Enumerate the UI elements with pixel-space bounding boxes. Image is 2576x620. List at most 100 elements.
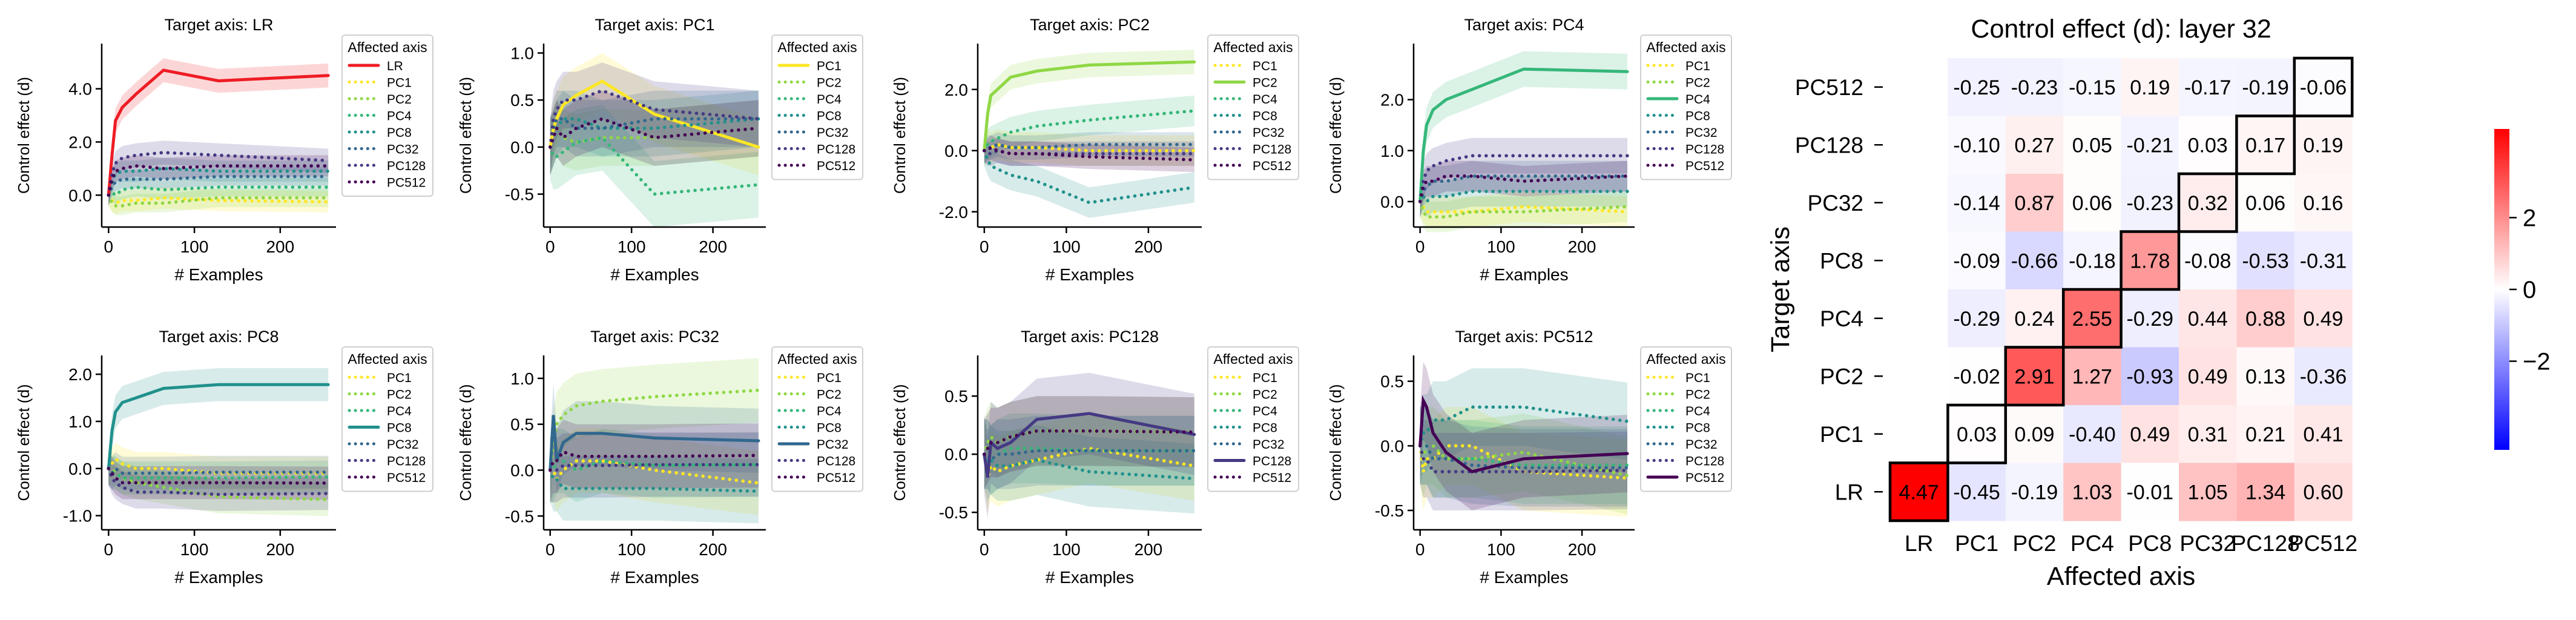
- y-tick-label: 2.0: [1380, 91, 1404, 110]
- panel-pc1: 0 100 200 -0.5 0.0 0.5 1.0 Target axis: PC1 # Ex…: [456, 16, 863, 284]
- y-tick-label: 0.0: [944, 142, 968, 160]
- band-pc1: [550, 429, 759, 515]
- heatmap-cell: [2294, 116, 2353, 174]
- heatmap-value: -0.10: [1953, 134, 2000, 157]
- legend-label-pc512: PC512: [1253, 471, 1291, 485]
- heatmap-value: -0.09: [1953, 249, 2000, 272]
- heatmap-cell: [2294, 463, 2353, 521]
- line-pc512: [983, 145, 1196, 162]
- heatmap-value: -0.15: [2069, 76, 2116, 99]
- y-tick-label: PC128: [1795, 133, 1863, 157]
- x-tick-label: 200: [266, 237, 294, 256]
- legend-label-pc1: PC1: [1685, 371, 1710, 385]
- legend-label-pc8: PC8: [1253, 110, 1277, 124]
- band-pc2: [984, 50, 1194, 163]
- heatmap-cell: [2236, 405, 2295, 464]
- legend-label-pc2: PC2: [387, 93, 412, 107]
- y-tick-label: LR: [1835, 480, 1863, 504]
- heatmap-value: 0.41: [2303, 423, 2343, 446]
- legend-title: Affected axis: [1646, 351, 1725, 367]
- heatmap-value: 0.05: [2072, 134, 2112, 157]
- band-pc8: [1420, 368, 1627, 485]
- panel-title: Target axis: PC128: [1021, 328, 1159, 346]
- legend-label-pc8: PC8: [817, 110, 842, 124]
- heatmap-value: -0.21: [2127, 134, 2174, 157]
- y-tick-label: -0.5: [505, 507, 534, 526]
- heatmap-cell: [2121, 116, 2179, 174]
- y-tick-label: PC32: [1807, 191, 1863, 216]
- heatmap-value: -0.17: [2184, 76, 2232, 99]
- heatmap-cell: [2179, 289, 2237, 348]
- x-tick-label: 100: [618, 540, 646, 559]
- x-tick-label: 200: [1135, 237, 1163, 256]
- heatmap-value: -0.29: [1953, 308, 2000, 331]
- legend-label-pc2: PC2: [817, 388, 842, 402]
- band-pc32: [550, 383, 759, 503]
- band-pc512: [1420, 361, 1627, 510]
- band-pc1: [1420, 186, 1627, 227]
- heatmap-value: -0.23: [2011, 76, 2058, 99]
- line-pc2: [983, 60, 1196, 153]
- line-pc128: [107, 151, 330, 197]
- legend-label-pc4: PC4: [1685, 93, 1710, 107]
- legend-label-lr: LR: [387, 59, 403, 73]
- legend-label-pc2: PC2: [1685, 76, 1710, 90]
- heatmap-cell: [1948, 347, 2006, 406]
- y-tick-label: 0.0: [510, 461, 534, 480]
- heatmap-cell: [2063, 463, 2122, 521]
- panel-title: Target axis: PC512: [1455, 328, 1593, 346]
- line-pc8: [107, 383, 330, 470]
- heatmap-value: -0.29: [2127, 308, 2174, 331]
- line-pc8: [548, 117, 760, 149]
- heatmap-cell: [1948, 116, 2006, 174]
- heatmap-cell: [2179, 231, 2237, 290]
- x-tick-label: 100: [1052, 540, 1081, 559]
- heatmap-value: 0.06: [2245, 192, 2285, 215]
- heatmap-y-axis-label: Target axis: [1766, 226, 1795, 352]
- heatmap-value: -0.31: [2300, 249, 2347, 272]
- legend-label-pc2: PC2: [1253, 76, 1277, 90]
- band-pc4: [984, 95, 1194, 166]
- heatmap-value: -0.45: [1953, 481, 2000, 504]
- x-tick-label: 100: [180, 540, 209, 559]
- line-pc4: [107, 185, 330, 197]
- band-pc128: [984, 372, 1194, 518]
- legend-label-pc2: PC2: [817, 76, 842, 90]
- band-pc2: [550, 358, 759, 503]
- y-tick-label: -0.5: [1375, 501, 1404, 520]
- line-pc32: [1418, 444, 1629, 470]
- y-tick-label: PC1: [1820, 422, 1863, 447]
- panel-pc128: 0 100 200 -0.5 0.0 0.5 Target axis: PC128 # Exa…: [891, 328, 1299, 587]
- y-tick-label: 0.5: [510, 91, 534, 110]
- line-pc4: [983, 109, 1196, 153]
- x-tick-label: 0: [104, 237, 114, 256]
- y-tick-label: -0.5: [939, 503, 968, 522]
- legend-label-pc1: PC1: [817, 59, 842, 73]
- heatmap-value: 0.03: [2188, 134, 2228, 157]
- line-pc8: [548, 468, 760, 493]
- y-tick-label: 0.5: [1380, 372, 1404, 391]
- heatmap-value: -0.06: [2300, 76, 2347, 99]
- y-axis-label: Control effect (d): [1326, 384, 1345, 501]
- x-axis-label: # Examples: [1046, 265, 1134, 284]
- x-tick-label: PC4: [2070, 531, 2114, 556]
- heatmap-value: -0.14: [1953, 192, 2000, 215]
- legend-label-pc8: PC8: [387, 421, 412, 435]
- y-tick-label: 0.0: [510, 138, 534, 157]
- diagonal-outline: [2177, 172, 2238, 233]
- panel-title: Target axis: PC32: [590, 328, 719, 346]
- line-pc32: [1418, 174, 1629, 203]
- band-pc128: [1420, 137, 1627, 220]
- y-tick-label: 0.5: [944, 387, 968, 406]
- heatmap-cell: [2179, 463, 2237, 521]
- y-tick-label: 1.0: [68, 412, 92, 431]
- legend-label-pc512: PC512: [1685, 471, 1724, 485]
- line-lr: [107, 68, 330, 197]
- heatmap-value: 0.13: [2245, 365, 2285, 388]
- x-tick-label: 100: [1052, 237, 1081, 256]
- heatmap-cell: [2236, 463, 2295, 521]
- legend-box: [1207, 346, 1299, 492]
- heatmap-value: -0.19: [2242, 76, 2289, 99]
- colorbar-ramp: [2494, 129, 2509, 450]
- legend-title: Affected axis: [1646, 39, 1725, 55]
